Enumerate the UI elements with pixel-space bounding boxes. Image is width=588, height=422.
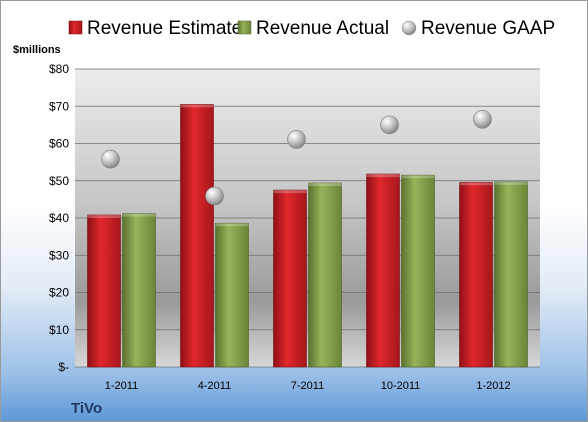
bar-top-highlight <box>459 182 493 186</box>
bar-revenue-actual <box>122 213 156 368</box>
y-tick-label: $30 <box>49 248 69 262</box>
y-tick-label: $80 <box>49 62 69 76</box>
y-axis-unit-label: $millions <box>13 44 61 56</box>
bar-top-highlight <box>494 181 528 185</box>
y-tick-label: $10 <box>49 323 69 337</box>
x-tick-label: 1-2012 <box>476 380 510 392</box>
bar-top-highlight <box>87 215 121 219</box>
x-axis-tick-labels: 1-2011 4-2011 7-2011 10-2011 1-2012 <box>105 380 511 392</box>
legend: Revenue Estimate Revenue Actual Revenue … <box>68 18 555 39</box>
legend-item-revenue-gaap: Revenue GAAP <box>401 18 555 39</box>
bar-top-highlight <box>273 190 307 194</box>
y-tick-label: $- <box>58 360 69 374</box>
bar-revenue-estimate <box>87 214 121 368</box>
legend-label-revenue-gaap: Revenue GAAP <box>421 18 555 39</box>
bar-revenue-estimate <box>459 181 493 368</box>
bar-top-highlight <box>122 213 156 217</box>
point-revenue-gaap <box>205 186 224 206</box>
bar-top-highlight <box>401 175 435 179</box>
y-tick-label: $50 <box>49 174 69 188</box>
legend-item-revenue-estimate: Revenue Estimate <box>68 18 242 39</box>
legend-swatch-revenue-actual <box>237 20 252 35</box>
bars <box>87 104 528 368</box>
bar-revenue-estimate <box>180 104 214 368</box>
point-revenue-gaap <box>101 149 120 169</box>
bar-revenue-actual <box>308 182 342 368</box>
legend-swatch-revenue-estimate <box>68 20 83 35</box>
y-tick-label: $20 <box>49 286 69 300</box>
point-revenue-gaap <box>473 109 492 129</box>
x-tick-label: 7-2011 <box>291 380 324 392</box>
legend-swatch-revenue-gaap <box>401 20 417 36</box>
bar-top-highlight <box>180 104 214 108</box>
legend-item-revenue-actual: Revenue Actual <box>237 18 389 39</box>
y-tick-label: $70 <box>49 99 69 113</box>
bar-top-highlight <box>308 182 342 186</box>
y-axis-tick-labels: $- $10 $20 $30 $40 $50 $60 $70 $80 <box>49 62 69 374</box>
gaap-points <box>101 109 492 206</box>
bar-revenue-estimate <box>273 189 307 368</box>
legend-label-revenue-actual: Revenue Actual <box>256 18 389 39</box>
x-tick-label: 1-2011 <box>105 380 138 392</box>
company-label: TiVo <box>71 400 102 417</box>
bar-revenue-actual <box>494 181 528 368</box>
x-tick-label: 4-2011 <box>198 380 231 392</box>
legend-label-revenue-estimate: Revenue Estimate <box>87 18 242 39</box>
bar-revenue-actual <box>401 174 435 368</box>
point-revenue-gaap <box>287 130 306 149</box>
y-tick-label: $40 <box>49 211 69 225</box>
bar-top-highlight <box>366 174 400 178</box>
bar-revenue-actual <box>215 222 249 368</box>
point-revenue-gaap <box>380 115 399 135</box>
bar-revenue-estimate <box>366 173 400 368</box>
x-tick-label: 10-2011 <box>381 380 421 392</box>
bar-top-highlight <box>215 223 249 227</box>
y-tick-label: $60 <box>49 137 69 151</box>
